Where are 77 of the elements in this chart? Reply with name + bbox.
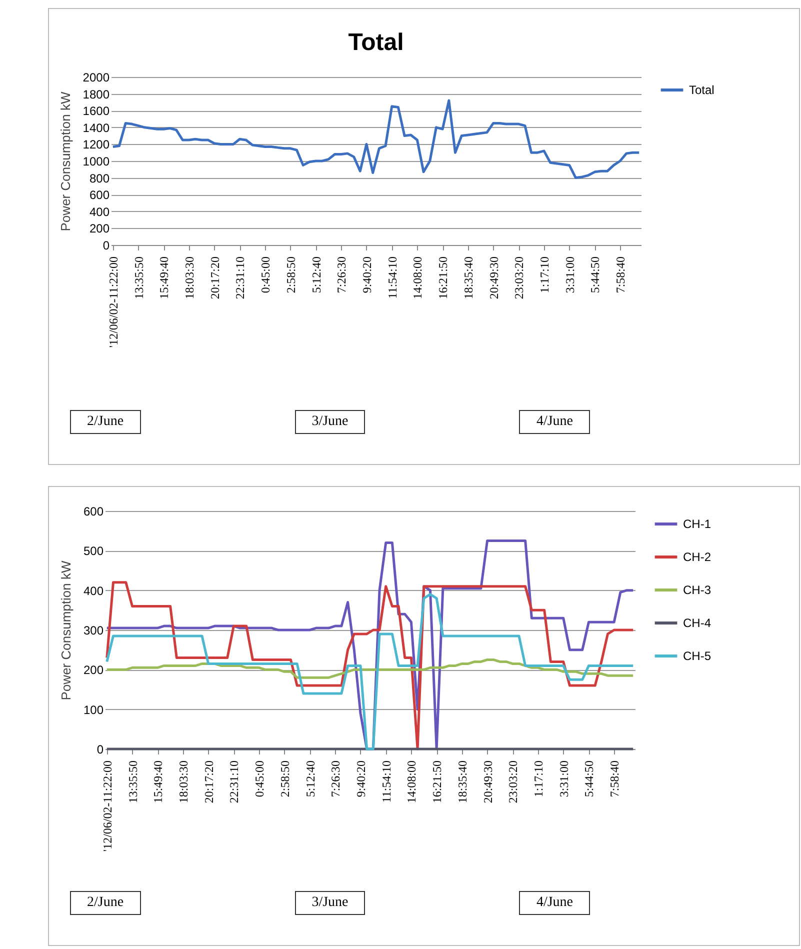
x-tick-label: 0:45:00 [258,256,273,294]
y-tick-label: 400 [83,584,104,598]
y-axis-title: Power Consumption kW [58,91,73,232]
x-tick-label: 11:54:10 [385,256,400,299]
chart-title: Total [348,29,404,56]
x-tick-label: 23:03:20 [512,256,526,300]
legend-label: CH-5 [683,649,712,663]
x-tick-label: 3:31:00 [562,256,577,294]
legend-label: Total [689,83,714,97]
x-tick-label: 15:49:40 [151,760,166,804]
text: 3/June [294,410,366,434]
line-series [112,99,640,180]
x-tick-label: 16:21:50 [436,256,450,300]
y-tick-label: 500 [83,544,104,558]
line-series [106,658,634,679]
y-tick-label: 1000 [82,154,110,168]
x-tick-label: 2:58:50 [278,760,292,798]
text: 4/June [519,410,590,434]
y-tick-label: 600 [83,504,104,518]
y-tick-label: 300 [83,624,104,638]
x-tick-label: 13:35:50 [132,256,146,300]
x-tick-label: 3:31:00 [556,760,571,798]
x-tick-label: 2:58:50 [284,256,298,294]
x-tick-label: 18:03:30 [182,256,196,300]
y-tick-label: 1200 [82,138,110,152]
x-tick-label: '12/06/02-11:22:00 [106,256,120,348]
x-tick-label: 5:44:50 [582,760,596,798]
y-tick-label: 600 [89,188,110,202]
y-tick-label: 1800 [82,87,110,102]
x-tick-label: 5:12:40 [309,256,324,294]
x-tick-label: 7:26:30 [334,256,349,294]
x-tick-label: 22:31:10 [227,760,242,804]
legend-label: CH-4 [683,616,712,630]
text: 3/June [294,891,366,915]
x-tick-label: 18:35:40 [455,760,470,804]
y-tick-label: 200 [89,222,110,236]
x-tick-label: 16:21:50 [430,760,444,804]
y-tick-label: 800 [89,171,110,186]
y-axis-title: Power Consumption kW [58,560,74,700]
x-tick-label: 11:54:10 [379,760,394,803]
x-tick-label: '12/06/02-11:22:00 [100,760,114,852]
x-tick-label: 9:40:20 [360,256,374,294]
x-tick-label: 23:03:20 [506,760,520,804]
x-tick-label: 9:40:20 [354,760,368,798]
x-tick-label: 18:35:40 [461,256,476,300]
x-tick-label: 5:12:40 [303,760,318,798]
y-tick-label: 1600 [82,104,110,118]
y-tick-label: 0 [96,742,104,756]
x-tick-label: 1:17:10 [538,256,552,294]
y-tick-label: 0 [102,238,110,252]
legend-label: CH-1 [683,517,712,531]
x-tick-label: 5:44:50 [588,256,602,294]
y-tick-label: 200 [83,663,104,678]
x-tick-label: 15:49:40 [157,256,172,300]
text: 2/June [70,891,141,915]
x-tick-label: 7:26:30 [328,760,343,798]
legend-label: CH-2 [683,550,712,564]
x-tick-label: 20:17:20 [208,256,222,300]
x-tick-label: 13:35:50 [126,760,140,804]
y-tick-label: 2000 [82,70,110,84]
x-tick-label: 1:17:10 [532,760,546,798]
x-tick-label: 20:49:30 [486,256,501,300]
x-tick-label: 20:17:20 [202,760,216,804]
x-tick-label: 14:08:00 [410,256,425,300]
y-tick-label: 1400 [82,120,110,135]
x-tick-label: 7:58:40 [614,256,628,294]
x-tick-label: 0:45:00 [252,760,267,798]
y-tick-label: 100 [83,702,104,717]
legend-label: CH-3 [683,583,712,597]
x-tick-label: 18:03:30 [176,760,190,804]
y-tick-label: 400 [89,204,110,219]
x-tick-label: 22:31:10 [233,256,248,300]
x-tick-label: 14:08:00 [404,760,419,804]
x-tick-label: 7:58:40 [608,760,622,798]
x-tick-label: 20:49:30 [480,760,495,804]
text: 4/June [519,891,590,915]
text: 2/June [70,410,141,434]
